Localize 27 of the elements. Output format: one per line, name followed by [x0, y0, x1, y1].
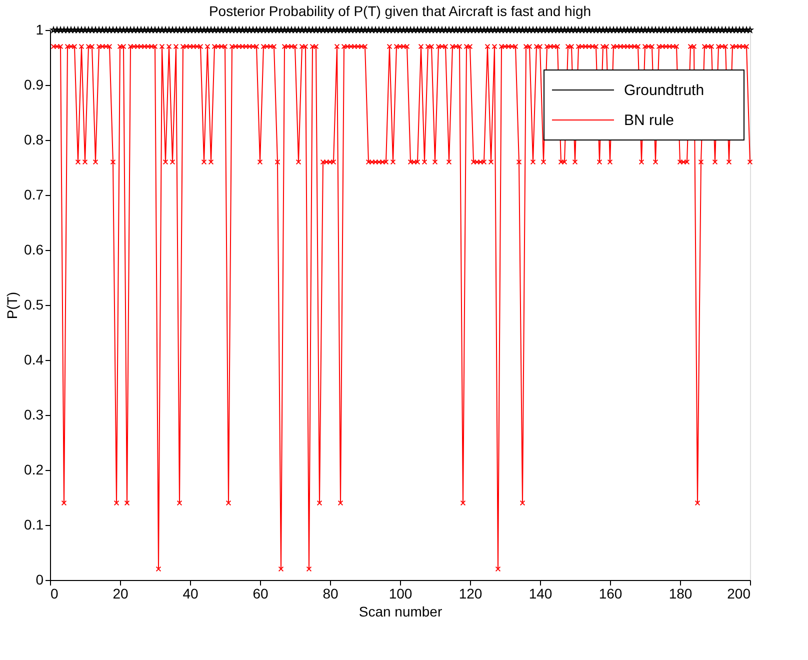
chart-title: Posterior Probability of P(T) given that Aircraft is fast and high: [208, 3, 592, 19]
x-tick-label: 160: [598, 586, 622, 602]
x-tick-label: 120: [458, 586, 482, 602]
x-tick-label: 180: [668, 586, 692, 602]
x-tick-label: 200: [727, 586, 751, 602]
x-tick-label: 140: [528, 586, 552, 602]
x-tick-label: 80: [322, 586, 338, 602]
y-tick-label: 0.1: [24, 516, 44, 532]
y-tick-label: 0.7: [24, 186, 44, 202]
y-tick-label: 0: [36, 572, 44, 588]
y-tick-label: 0.5: [24, 296, 44, 312]
y-tick-label: 0.4: [24, 352, 44, 368]
x-tick-label: 20: [112, 586, 128, 602]
y-tick-label: 0.2: [24, 462, 44, 478]
y-tick-label: 0.6: [24, 242, 44, 258]
x-tick-label: 0: [50, 586, 58, 602]
x-axis-title: Scan number: [358, 604, 442, 620]
y-tick-label: 0.8: [24, 132, 44, 148]
x-tick-label: 100: [388, 586, 412, 602]
y-tick-label: 1: [36, 22, 44, 38]
x-tick-label: 40: [182, 586, 198, 602]
legend-label: BN rule: [624, 112, 674, 129]
y-axis-title: P(T): [4, 292, 20, 320]
x-tick-label: 60: [252, 586, 268, 602]
y-tick-label: 0.3: [24, 406, 44, 422]
legend-label: Groundtruth: [624, 82, 704, 99]
y-tick-label: 0.9: [24, 76, 44, 92]
